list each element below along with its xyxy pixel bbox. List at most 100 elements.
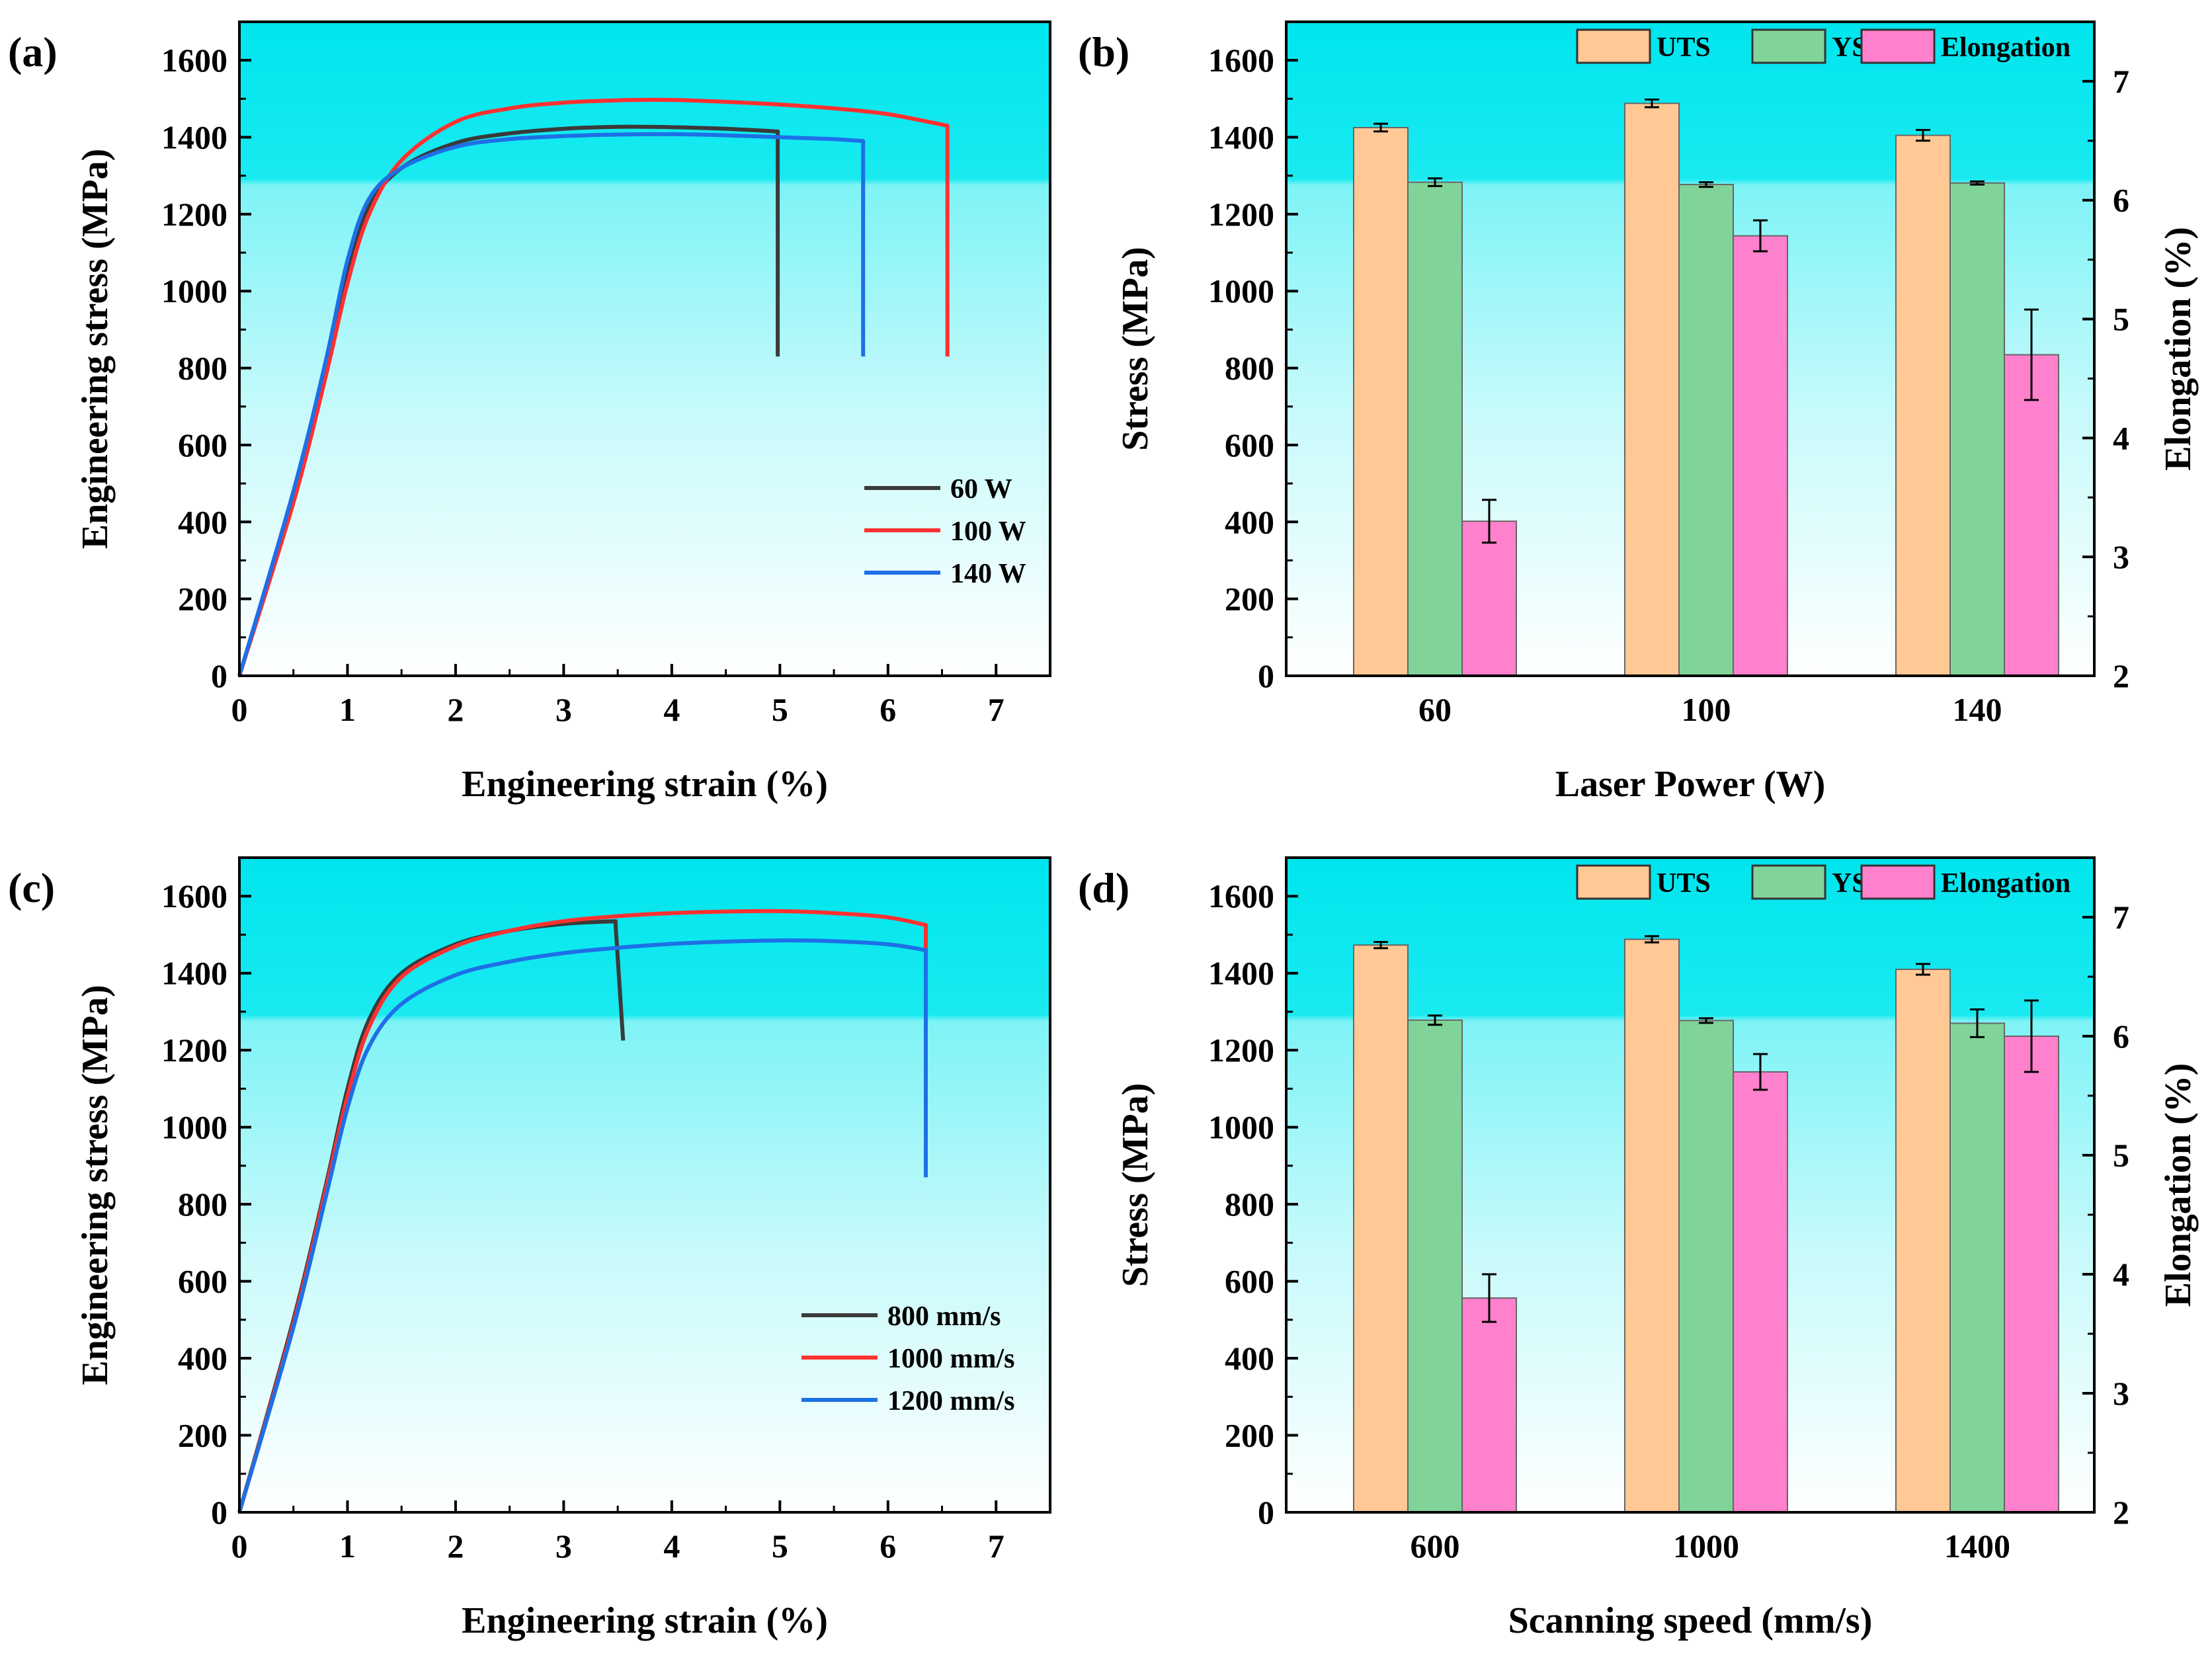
x-tick-label: 7: [988, 1528, 1004, 1565]
plot-background: [239, 858, 1050, 1512]
y-tick-label: 400: [1225, 503, 1274, 540]
y-tick-label: 600: [1225, 427, 1274, 464]
y2-tick-label: 2: [2113, 657, 2129, 694]
y2-tick-label: 7: [2113, 63, 2129, 100]
bar-elongation: [1733, 1071, 1788, 1513]
y-tick-label: 800: [1225, 1186, 1274, 1223]
x-tick-label: 5: [772, 691, 788, 728]
y2-tick-label: 7: [2113, 899, 2129, 936]
bar-uts: [1895, 134, 1951, 676]
y-tick-label: 1200: [161, 196, 227, 233]
x-tick-label: 7: [988, 691, 1004, 728]
y-tick-label: 1400: [1208, 119, 1274, 156]
legend-swatch: [1751, 28, 1826, 64]
x-tick-label: 60: [1418, 691, 1452, 728]
x-tick-label: 6: [880, 691, 896, 728]
y2-tick-label: 5: [2113, 1137, 2129, 1174]
y-tick-label: 1600: [1208, 877, 1274, 915]
y-tick-label: 0: [1258, 1494, 1274, 1531]
y2-axis-label: Elongation (%): [2158, 227, 2199, 471]
plot-frame: [238, 856, 1051, 1514]
x-tick-label: 6: [880, 1528, 896, 1565]
legend-label: 100 W: [950, 516, 1026, 547]
y-axis-label: Stress (MPa): [1115, 247, 1156, 450]
legend-label: 800 mm/s: [887, 1301, 1001, 1332]
x-tick-label: 100: [1682, 691, 1731, 728]
bar-ys: [1678, 1020, 1734, 1514]
plot-background: [239, 22, 1050, 676]
legend-swatch: [1576, 864, 1651, 900]
y-tick-label: 200: [178, 581, 227, 618]
y-tick-label: 800: [178, 350, 227, 387]
legend-swatch: [1576, 28, 1651, 64]
legend-label: UTS: [1657, 868, 1711, 899]
y-tick-label: 600: [178, 1263, 227, 1300]
y-axis-label: Stress (MPa): [1115, 1083, 1156, 1287]
bar-ys: [1949, 182, 2005, 676]
legend-label: Elongation: [1941, 32, 2070, 63]
panel-label: (d): [1078, 864, 1129, 911]
x-tick-label: 4: [663, 1528, 680, 1565]
bar-ys: [1949, 1022, 2005, 1513]
y-tick-label: 1400: [161, 955, 227, 992]
x-axis-label: Scanning speed (mm/s): [1508, 1600, 1873, 1641]
legend-label: 140 W: [950, 559, 1026, 589]
y-tick-label: 600: [178, 427, 227, 464]
legend-label: UTS: [1657, 32, 1711, 63]
y-tick-label: 400: [178, 1340, 227, 1377]
y2-tick-label: 4: [2113, 419, 2129, 456]
y-tick-label: 1000: [161, 1109, 227, 1146]
x-tick-label: 5: [772, 1528, 788, 1565]
y-tick-label: 0: [211, 1494, 227, 1531]
bar-elongation: [1461, 1297, 1517, 1513]
bar-elongation: [1461, 520, 1517, 677]
bar-ys: [1678, 184, 1734, 676]
y2-tick-label: 3: [2113, 538, 2129, 575]
y-tick-label: 200: [1225, 581, 1274, 618]
y2-tick-label: 2: [2113, 1494, 2129, 1531]
series-line-2: [237, 132, 866, 676]
plot-frame: [1285, 20, 2096, 677]
x-tick-label: 1: [339, 691, 356, 728]
y-tick-label: 1000: [1208, 272, 1274, 309]
panel-label: (a): [8, 28, 58, 75]
x-tick-label: 600: [1411, 1528, 1460, 1565]
legend-swatch: [1860, 864, 1936, 900]
bar-elongation: [2004, 1036, 2059, 1513]
y2-tick-label: 6: [2113, 182, 2129, 219]
panel-b: (b) 0 200 400 600 800 1000 1200 1400 1600 2 3 4 5 6 7 60…: [1078, 20, 2199, 805]
series-line-1: [237, 97, 950, 676]
y-tick-label: 1600: [1208, 42, 1274, 79]
y-tick-label: 800: [1225, 350, 1274, 387]
legend-label: 60 W: [950, 474, 1012, 505]
x-tick-label: 3: [555, 691, 572, 728]
x-tick-label: 4: [663, 691, 680, 728]
x-tick-label: 0: [231, 1528, 248, 1565]
bar-elongation: [1733, 235, 1788, 676]
legend-label: 1200 mm/s: [887, 1386, 1015, 1416]
y-tick-label: 0: [211, 657, 227, 694]
x-tick-label: 0: [231, 691, 248, 728]
bar-uts: [1624, 102, 1680, 677]
x-tick-label: 1: [339, 1528, 356, 1565]
y-tick-label: 200: [1225, 1417, 1274, 1454]
x-tick-label: 3: [555, 1528, 572, 1565]
y-tick-label: 400: [1225, 1340, 1274, 1377]
bar-ys: [1407, 1019, 1463, 1513]
y-tick-label: 1600: [161, 877, 227, 915]
y2-axis-label: Elongation (%): [2158, 1063, 2199, 1307]
y-tick-label: 800: [178, 1186, 227, 1223]
y2-tick-label: 4: [2113, 1256, 2129, 1293]
x-tick-label: 1400: [1944, 1528, 2010, 1565]
x-axis-label: Engineering strain (%): [462, 1600, 828, 1641]
legend-swatch: [1860, 28, 1936, 64]
bar-uts: [1895, 968, 1951, 1513]
x-tick-label: 1000: [1673, 1528, 1739, 1565]
bar-uts: [1353, 126, 1409, 676]
legend-swatch: [1751, 864, 1826, 900]
x-axis-label: Laser Power (W): [1555, 764, 1826, 805]
x-tick-label: 2: [447, 691, 464, 728]
bar-uts: [1353, 944, 1409, 1513]
